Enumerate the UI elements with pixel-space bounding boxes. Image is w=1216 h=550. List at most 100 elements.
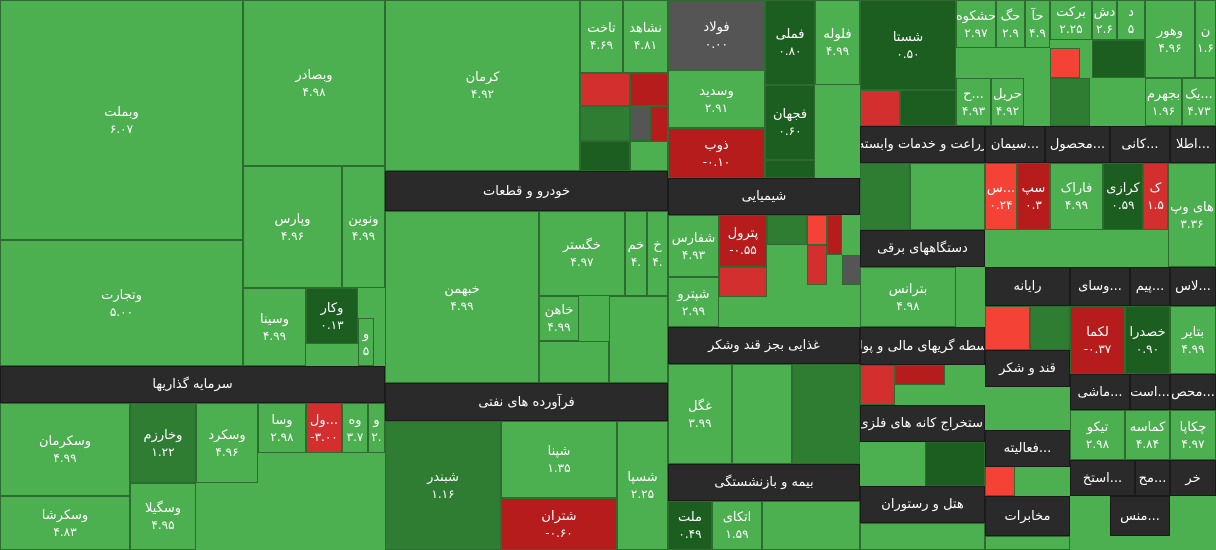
stock-tile: وتجارت ۵.۰۰: [0, 240, 243, 366]
stock-tile: شبندر ۱.۱۶: [385, 421, 501, 550]
sector-header: استخ...: [1070, 460, 1135, 496]
symbol: شفارس: [671, 230, 716, 246]
sector-header: قند و شکر: [985, 350, 1070, 387]
change: ۴.۹۷: [1181, 436, 1205, 451]
change: ۲.۲۵: [630, 487, 655, 501]
tile: [860, 365, 895, 405]
symbol: وهور: [1156, 23, 1184, 39]
change: ۴.۹۸: [896, 298, 920, 313]
change: ۰.۵۹: [1111, 198, 1135, 212]
symbol: اتکای: [722, 510, 752, 525]
stock-tile: وسگیلا ۴.۹۵: [130, 483, 196, 550]
stock-tile: وپارس ۴.۹۶: [243, 166, 342, 288]
symbol: وخارزم: [143, 427, 183, 443]
stock-tile: وسدید ۲.۹۱: [668, 70, 765, 128]
tile: [925, 442, 985, 486]
stock-tile: وبملت ۶.۰۷: [0, 0, 243, 240]
sector-header: است...: [1130, 374, 1170, 410]
stock-tile: ملت ۰.۴۹: [668, 501, 712, 550]
stock-tile: بتایر ۴.۹۹: [1170, 306, 1216, 374]
stock-tile: ول... -۳.۰۰: [306, 403, 342, 453]
stock-tile: ح... ۴.۹۳: [956, 78, 991, 126]
change: ۵.۰۰: [109, 304, 134, 319]
stock-tile: ونوین ۴.۹۹: [342, 166, 385, 288]
symbol: شپترو: [677, 286, 710, 302]
stock-tile: یک... ۴.۷۳: [1182, 78, 1216, 126]
stock-tile: فجهان ۰.۶۰: [765, 85, 815, 160]
change: -۰.۵۵: [729, 242, 757, 257]
sector-header: محصول...: [1045, 126, 1110, 163]
symbol: وسدید: [699, 83, 734, 99]
tile: [765, 160, 815, 178]
symbol: تیکو: [1086, 419, 1109, 435]
change: ۴.۹۹: [547, 320, 571, 334]
change: ۲.۹۷: [964, 25, 988, 40]
symbol: فملی: [775, 27, 805, 42]
tile: [767, 215, 807, 245]
stock-tile: کرازی ۰.۵۹: [1103, 163, 1143, 230]
tile: [580, 73, 630, 106]
change: ۴.۹۷: [570, 255, 594, 269]
change: ۵: [1127, 21, 1135, 36]
sector-header: سرمایه گذاریها: [0, 366, 385, 403]
sector-header: رایانه: [985, 267, 1070, 306]
sector-header: هتل و رستوران: [860, 486, 985, 523]
stock-tile: چکاپا ۴.۹۷: [1170, 410, 1216, 460]
stock-tile: حریل ۴.۹۲: [991, 78, 1024, 126]
stock-tile: وخارزم ۱.۲۲: [130, 403, 196, 483]
tile: [732, 364, 792, 464]
change: ۱.۲۲: [151, 444, 175, 459]
change: ۴.۹۸: [302, 84, 326, 99]
symbol: کماسه: [1129, 419, 1166, 435]
symbol: تاخت: [587, 21, 616, 36]
sector-header: خر: [1170, 460, 1216, 496]
stock-tile: شستا ۰.۵۰: [860, 0, 956, 90]
stock-tile: شپنا ۱.۳۵: [501, 421, 617, 498]
change: ۴.۹۶: [215, 444, 239, 459]
symbol: غگل: [688, 398, 712, 414]
change: ۱.۳۵: [547, 461, 571, 475]
stock-tile: فاراک ۴.۹۹: [1050, 163, 1103, 230]
change: ۴.۹۶: [280, 228, 305, 243]
symbol: حشکوه: [956, 8, 996, 24]
change: ۴.۹۶: [1158, 40, 1182, 55]
change: -۰.۳۷: [1083, 341, 1112, 356]
stock-tile: دش ۲.۶: [1092, 0, 1117, 40]
change: ۴.۹۹: [1064, 198, 1089, 212]
stock-tile: شسپا ۲.۲۵: [617, 421, 668, 550]
symbol: شبندر: [427, 470, 459, 485]
change: ۲.۶: [1096, 21, 1113, 36]
change: ۳.۳۶: [1180, 216, 1204, 231]
symbol: ح...: [963, 86, 984, 102]
change: ۱.۵: [1147, 198, 1164, 212]
stock-tile: وسینا ۴.۹۹: [243, 288, 306, 366]
sector-header: منس...: [1110, 496, 1170, 536]
symbol: شپنا: [547, 444, 571, 459]
stock-tile: خگستر ۴.۹۷: [539, 211, 625, 296]
change: ۴.۷۳: [1187, 103, 1211, 118]
stock-tile: وسکرشا ۴.۸۳: [0, 496, 130, 550]
symbol: س...: [986, 181, 1016, 196]
change: ۴.۹۹: [450, 298, 474, 313]
symbol: یک...: [1185, 86, 1213, 102]
symbol: فلوله: [823, 27, 852, 42]
tile: [807, 215, 827, 245]
change: ۰.۵۰: [896, 46, 920, 61]
stock-tile: وه ۳.۷: [342, 403, 368, 453]
change: ۰.۹۰: [1135, 341, 1160, 356]
symbol: وسکرمان: [39, 434, 91, 449]
change: ۴.۹۹: [262, 328, 287, 343]
stock-tile: سپ ۰.۳: [1017, 163, 1050, 230]
tile: [1092, 40, 1145, 78]
symbol: د: [1128, 4, 1134, 20]
sector-header: بیمه و بازنشستگی: [668, 464, 860, 501]
symbol: وپارس: [274, 211, 311, 227]
symbol: حآ: [1031, 8, 1044, 24]
tile: [609, 296, 668, 383]
change: ۰.۴۹: [678, 527, 702, 541]
symbol: بتایر: [1181, 324, 1205, 340]
sector-header: وسای...: [1070, 267, 1130, 306]
change: ۳.۹۹: [688, 415, 712, 430]
sector-header: فرآورده های نفتی: [385, 383, 668, 421]
